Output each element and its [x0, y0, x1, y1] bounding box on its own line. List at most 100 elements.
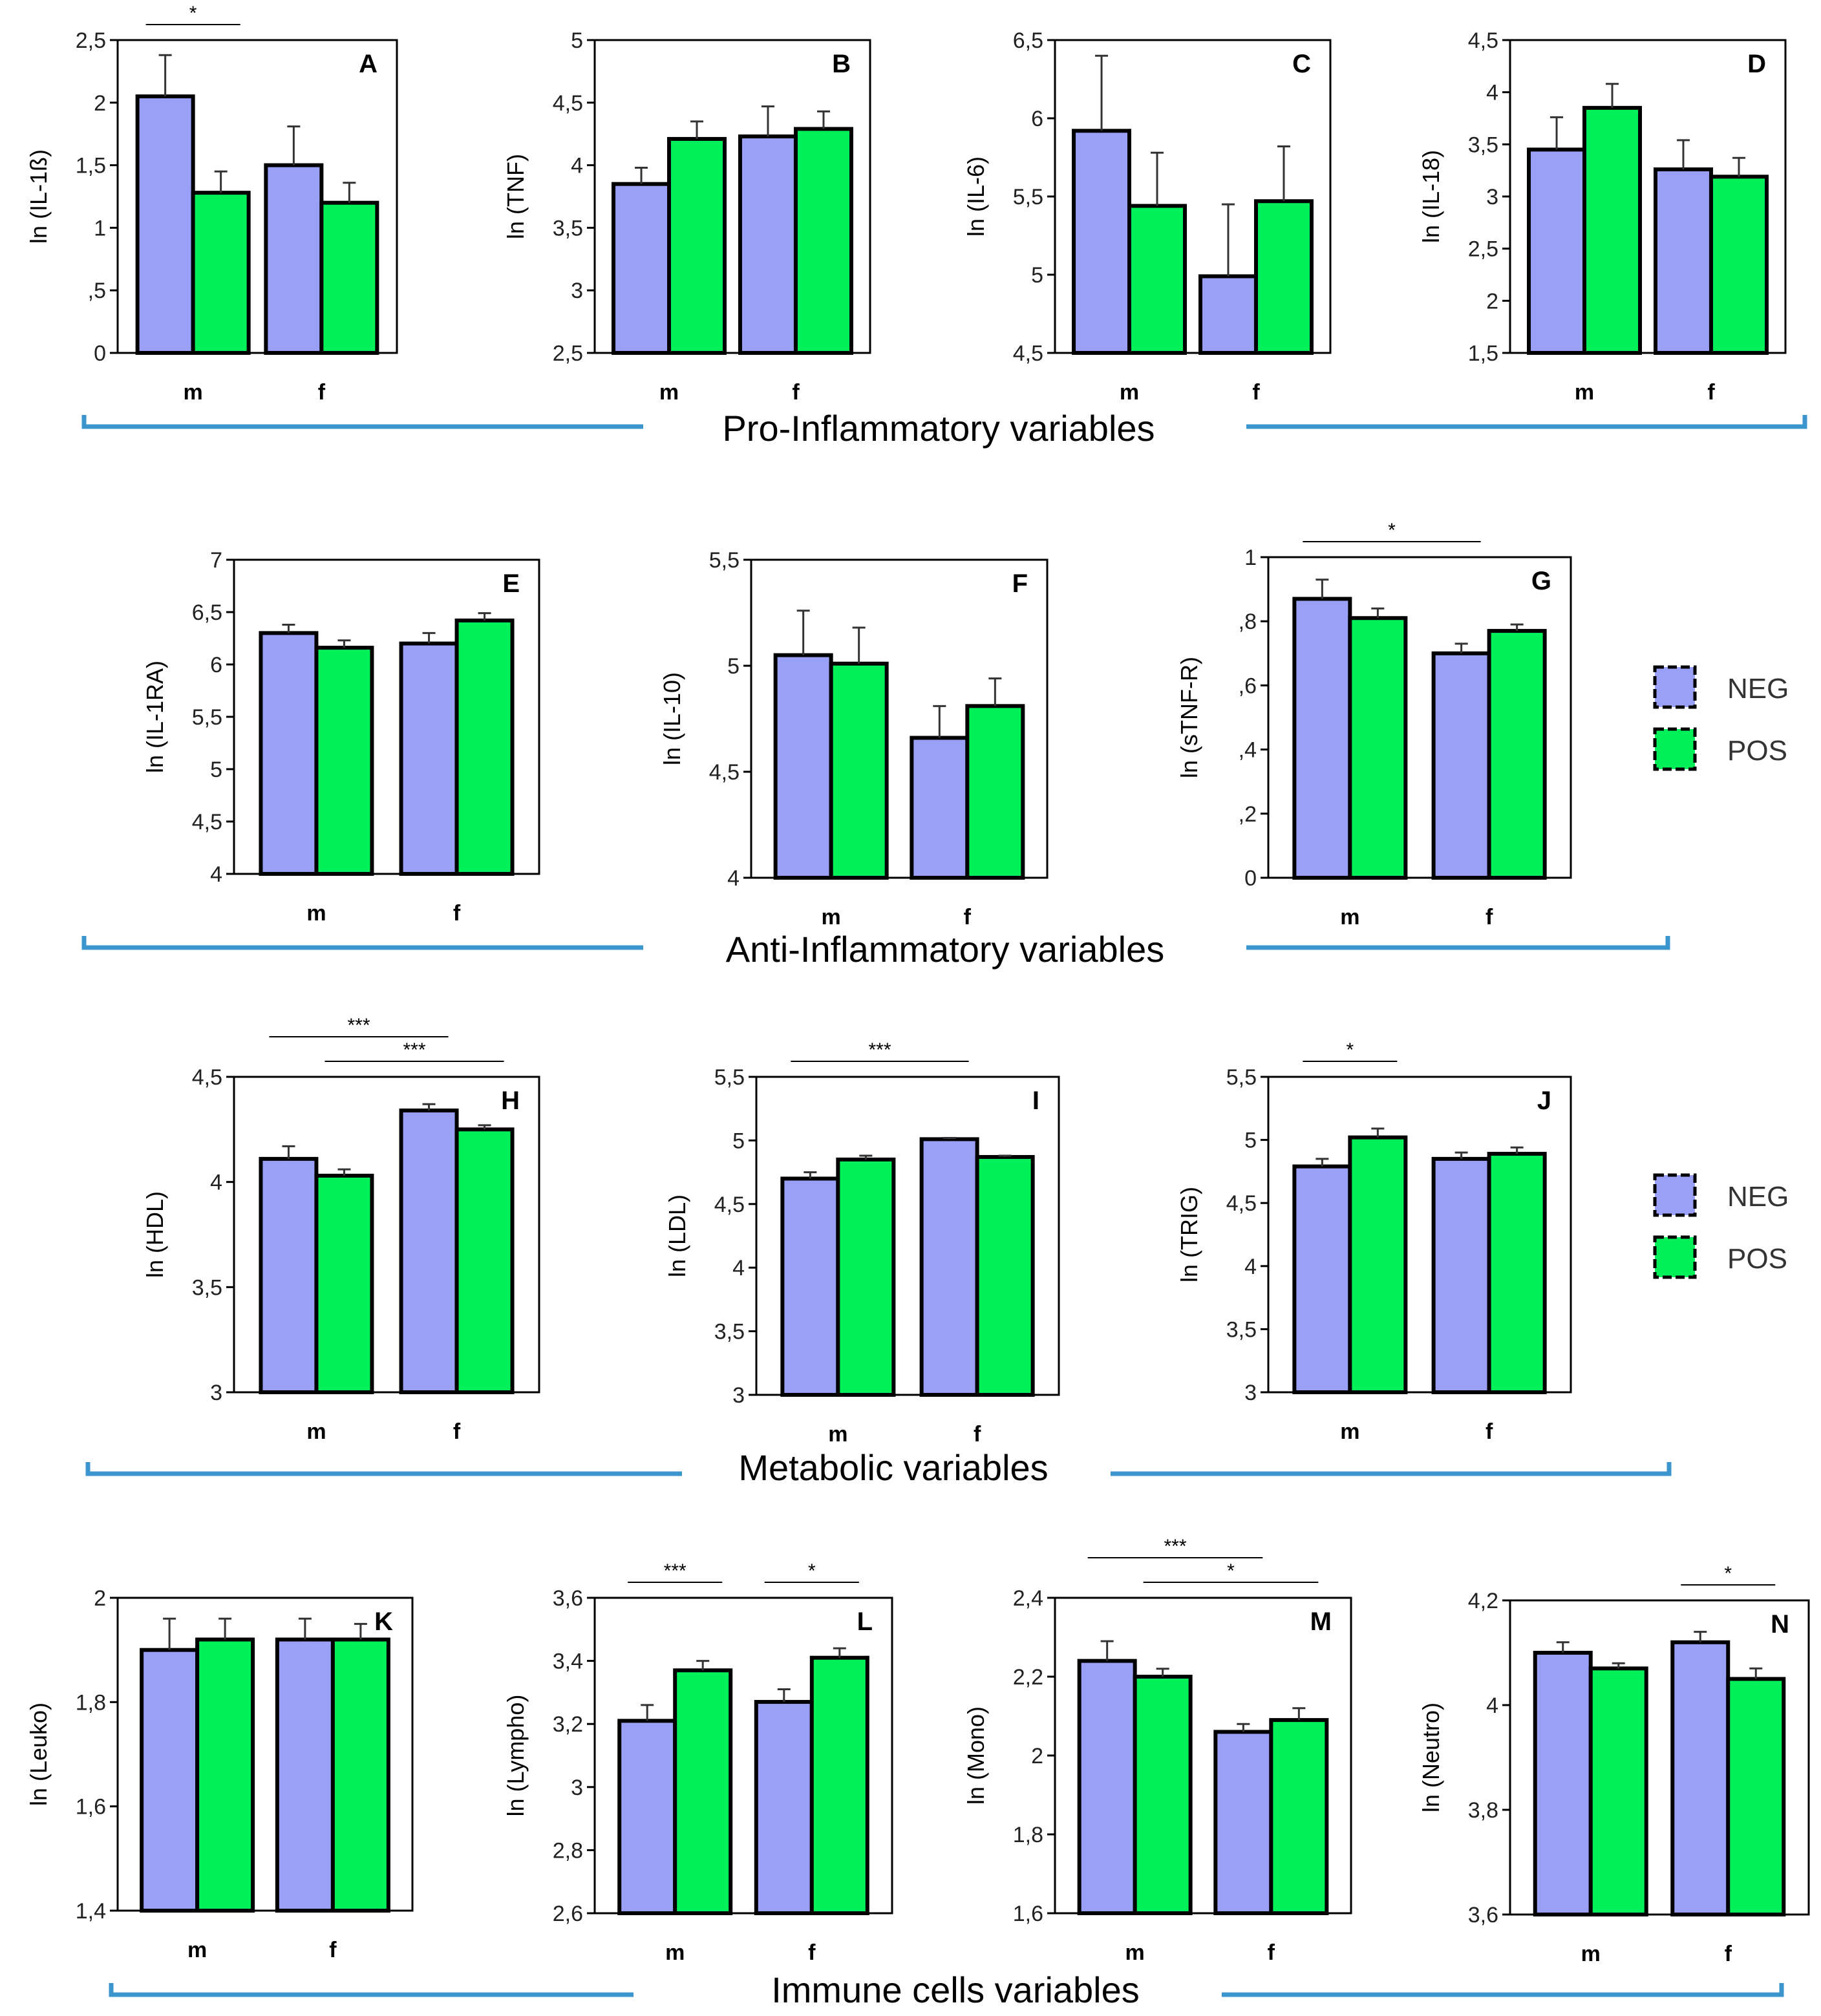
y-tick-label: 4: [571, 154, 583, 178]
y-tick-label: 1,8: [1013, 1823, 1043, 1847]
significance-marker: ***: [1164, 1536, 1186, 1557]
significance-marker: ***: [664, 1560, 687, 1582]
bar-neg-f: [1431, 1156, 1491, 1394]
bar-pos-m: [1348, 1135, 1408, 1395]
bar-neg-f: [1431, 651, 1491, 880]
chart-panel-j: 3 3,5 4 4,5 5 5,5 ln (TRIG) Jm f *: [1176, 1039, 1572, 1444]
y-tick-label: 1,4: [76, 1899, 106, 1924]
y-axis-label: ln (HDL): [142, 1191, 168, 1278]
bar-pos-m: [195, 1637, 255, 1913]
panel-letter: G: [1531, 567, 1551, 595]
y-tick-label: 1,8: [76, 1690, 106, 1715]
y-tick-label: 2: [1031, 1744, 1043, 1768]
x-category-label: f: [974, 1422, 981, 1447]
y-axis-label: ln (Leuko): [25, 1703, 52, 1806]
bracket-pro-left: [81, 415, 643, 429]
x-category-label: f: [964, 905, 972, 929]
y-tick-label: 2,6: [553, 1902, 583, 1926]
y-tick-label: 3,5: [1226, 1317, 1257, 1342]
y-tick-label: 5,5: [1226, 1065, 1257, 1090]
bar-pos-f: [330, 1637, 390, 1913]
x-category-label: m: [306, 1419, 326, 1444]
y-tick-label: 5,5: [192, 705, 222, 730]
chart-panel-f: 4 4,5 5 5,5 ln (IL-10) Fm f: [659, 548, 1049, 929]
y-tick-label: 1: [94, 216, 106, 240]
x-category-label: m: [184, 380, 203, 405]
bar-pos-f: [1269, 1718, 1329, 1916]
panel-letter: J: [1537, 1087, 1551, 1115]
x-category-label: m: [1340, 1419, 1359, 1444]
y-tick-label: 2,2: [1013, 1665, 1043, 1690]
x-category-label: f: [792, 380, 800, 405]
legend-meta: NEG POS: [1653, 1173, 1789, 1279]
y-tick-label: 6: [210, 653, 222, 677]
y-tick-label: 4,5: [553, 91, 583, 116]
bracket-meta-left: [85, 1462, 682, 1476]
legend-label-pos: POS: [1727, 1243, 1787, 1275]
legend-swatch-neg: [1653, 1173, 1697, 1217]
bar-pos-m: [314, 1173, 374, 1394]
panel-letter: E: [502, 569, 520, 598]
chart-panel-a: 0 ,5 1 1,5 2 2,5 ln (IL-1ß) Am f *: [25, 3, 398, 405]
y-axis-label: ln (TNF): [502, 154, 529, 239]
bar-pos-f: [454, 1127, 515, 1395]
x-category-label: f: [1725, 1942, 1732, 1966]
y-tick-label: 4: [732, 1256, 745, 1280]
y-tick-label: 4,2: [1468, 1589, 1498, 1613]
bar-pos-m: [1133, 1675, 1193, 1915]
y-tick-label: 6,5: [192, 600, 222, 625]
y-tick-label: 5: [1244, 1129, 1257, 1153]
panel-letter: K: [374, 1607, 393, 1636]
y-tick-label: 4: [727, 866, 740, 891]
bar-neg-f: [919, 1137, 979, 1397]
y-tick-label: 3,5: [1468, 133, 1498, 157]
bar-neg-m: [1072, 129, 1132, 355]
group-label-meta: Metabolic variables: [738, 1447, 1048, 1488]
x-category-label: f: [1252, 380, 1260, 405]
y-tick-label: 3: [571, 1776, 583, 1800]
legend-label-neg: NEG: [1727, 673, 1789, 705]
bar-neg-m: [773, 653, 833, 880]
y-axis-label: ln (sTNF-R): [1176, 657, 1202, 778]
bar-pos-f: [965, 704, 1025, 880]
chart-panel-l: 2,62,833,23,43,6ln (Lympho)Lm f*** *: [502, 1560, 893, 1965]
bar-pos-f: [809, 1655, 869, 1915]
bracket-immune-left: [109, 1983, 634, 1997]
y-tick-label: ,8: [1239, 610, 1257, 634]
bracket-meta-right: [1111, 1462, 1672, 1476]
x-category-label: m: [828, 1422, 847, 1447]
y-tick-label: 2: [94, 1586, 106, 1611]
bar-neg-m: [612, 182, 672, 355]
group-label-immune: Immune cells variables: [771, 1969, 1140, 2010]
y-tick-label: 3,5: [714, 1320, 745, 1344]
x-category-label: m: [1581, 1942, 1601, 1966]
bar-neg-m: [1292, 597, 1352, 880]
legend-label-neg: NEG: [1727, 1181, 1789, 1213]
bar-pos-f: [975, 1154, 1035, 1397]
y-axis-label: ln (Mono): [963, 1706, 989, 1805]
y-tick-label: 2,5: [1468, 237, 1498, 262]
chart-panel-m: 1,61,822,22,4ln (Mono)Mm f****: [963, 1536, 1352, 1965]
group-brackets: [81, 415, 1807, 1997]
panel-letter: N: [1771, 1610, 1789, 1639]
chart-panel-g: 0 ,2 ,4 ,6 ,8 1 ln (sTNF-R) Gm f *: [1176, 520, 1572, 929]
y-tick-label: 0: [94, 341, 106, 366]
y-tick-label: 3: [1244, 1381, 1257, 1405]
bar-pos-m: [667, 136, 727, 355]
bar-pos-f: [1726, 1677, 1786, 1916]
bar-neg-f: [1653, 167, 1713, 355]
x-category-label: m: [1120, 380, 1139, 405]
bar-neg-m: [259, 631, 319, 876]
y-tick-label: 4: [1486, 81, 1498, 105]
significance-marker: ***: [347, 1015, 370, 1036]
bar-pos-m: [1588, 1666, 1648, 1917]
bar-pos-f: [1487, 629, 1547, 880]
y-tick-label: 6,5: [1013, 28, 1043, 53]
significance-marker: *: [189, 3, 197, 24]
legend-label-pos: POS: [1727, 735, 1787, 767]
y-tick-label: 2,8: [553, 1838, 583, 1863]
significance-marker: *: [1724, 1563, 1732, 1584]
bar-pos-m: [673, 1668, 733, 1915]
bar-neg-m: [135, 94, 195, 355]
y-tick-label: 4,5: [1468, 28, 1498, 53]
